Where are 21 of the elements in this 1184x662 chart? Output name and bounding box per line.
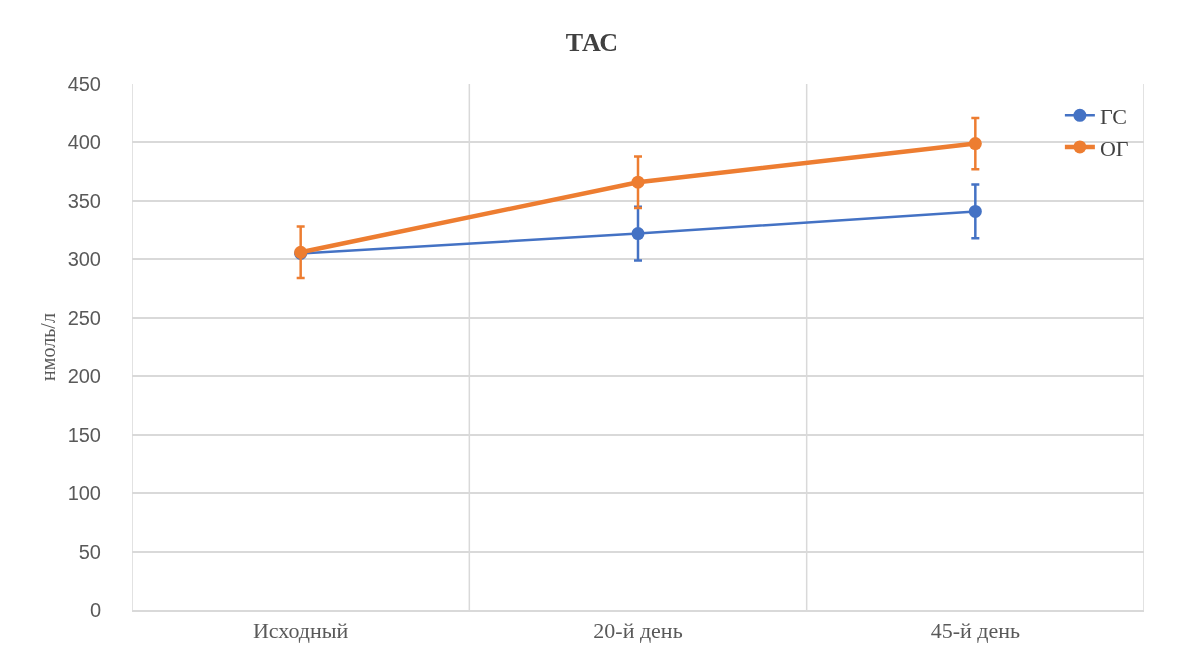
y-tick-label: 400 [67,131,101,154]
point [968,204,982,218]
y-tick-label: 300 [67,248,101,271]
point [968,137,982,151]
y-tick-label: 150 [67,423,101,446]
x-tick-label: 45-й день [930,618,1021,644]
y-tick-label: 0 [89,599,101,621]
y-tick-label: 350 [67,189,101,212]
legend-label: ГС [1099,103,1127,129]
legend-label: ОГ [1099,135,1129,161]
x-tick-label: Исходный [252,618,349,644]
point [631,175,645,189]
x-tick-label: 20-й день [593,618,683,644]
y-tick-label: 100 [67,482,101,505]
y-tick-label: 200 [67,365,101,388]
point [631,227,645,241]
y-axis-title: нмоль/л [37,313,60,381]
chart-title: ТАС [565,28,619,58]
y-tick-label: 250 [67,306,101,329]
y-tick-label: 50 [78,540,101,563]
y-tick-label: 450 [67,73,101,95]
